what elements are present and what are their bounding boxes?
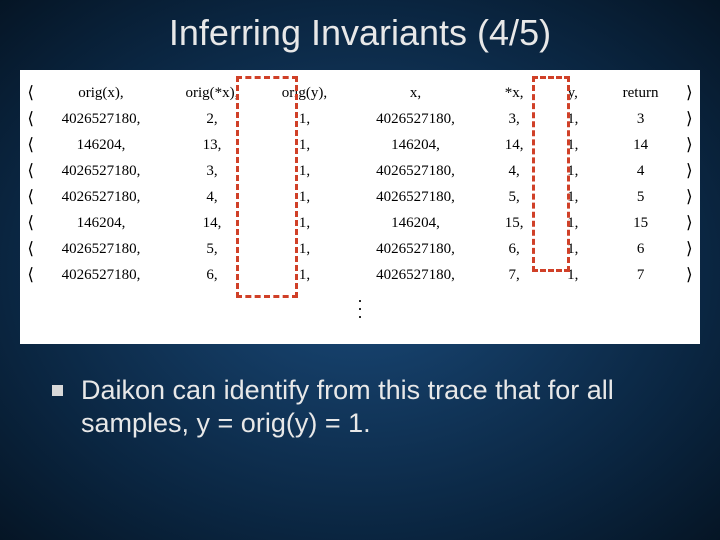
- table-header: y,: [545, 80, 601, 106]
- table-cell: 7: [600, 262, 680, 288]
- table-cell: 3: [600, 106, 680, 132]
- left-bracket: ⟨: [22, 158, 39, 184]
- table-cell: 14,: [163, 210, 262, 236]
- table-header: orig(*x),: [163, 80, 262, 106]
- slide-title: Inferring Invariants (4/5): [0, 0, 720, 54]
- left-bracket: ⟨: [22, 210, 39, 236]
- table-row: ⟨4026527180,5,1,4026527180,6,1,6⟩: [22, 236, 698, 262]
- trace-table: ⟨orig(x),orig(*x),orig(y),x,*x,y,return⟩…: [22, 80, 698, 288]
- right-bracket: ⟩: [681, 210, 698, 236]
- table-cell: 4026527180,: [39, 262, 162, 288]
- table-row: ⟨146204,13,1,146204,14,1,14⟩: [22, 132, 698, 158]
- table-cell: 1,: [261, 236, 347, 262]
- table-cell: 15: [600, 210, 680, 236]
- right-bracket: ⟩: [681, 132, 698, 158]
- table-cell: 1,: [545, 132, 601, 158]
- right-bracket: ⟩: [681, 106, 698, 132]
- table-cell: 146204,: [348, 132, 484, 158]
- table-cell: 1,: [545, 210, 601, 236]
- right-bracket: ⟩: [681, 80, 698, 106]
- table-cell: 1,: [261, 106, 347, 132]
- vertical-dots: ...: [22, 288, 698, 316]
- table-row: ⟨146204,14,1,146204,15,1,15⟩: [22, 210, 698, 236]
- table-header: *x,: [483, 80, 545, 106]
- table-cell: 146204,: [39, 210, 162, 236]
- table-cell: 5,: [483, 184, 545, 210]
- table-header: orig(y),: [261, 80, 347, 106]
- left-bracket: ⟨: [22, 80, 39, 106]
- table-cell: 14,: [483, 132, 545, 158]
- table-header: x,: [348, 80, 484, 106]
- table-cell: 3,: [483, 106, 545, 132]
- left-bracket: ⟨: [22, 236, 39, 262]
- table-row: ⟨4026527180,2,1,4026527180,3,1,3⟩: [22, 106, 698, 132]
- table-cell: 1,: [261, 210, 347, 236]
- table-cell: 4026527180,: [348, 236, 484, 262]
- table-cell: 1,: [545, 106, 601, 132]
- table-cell: 1,: [545, 262, 601, 288]
- table-cell: 146204,: [348, 210, 484, 236]
- table-cell: 4026527180,: [348, 184, 484, 210]
- table-cell: 1,: [261, 262, 347, 288]
- table-cell: 14: [600, 132, 680, 158]
- table-header: orig(x),: [39, 80, 162, 106]
- table-cell: 5: [600, 184, 680, 210]
- table-cell: 3,: [163, 158, 262, 184]
- table-row: ⟨4026527180,3,1,4026527180,4,1,4⟩: [22, 158, 698, 184]
- trace-table-container: ⟨orig(x),orig(*x),orig(y),x,*x,y,return⟩…: [20, 70, 700, 344]
- table-cell: 1,: [545, 184, 601, 210]
- table-cell: 4,: [483, 158, 545, 184]
- table-cell: 15,: [483, 210, 545, 236]
- table-cell: 4026527180,: [348, 106, 484, 132]
- table-cell: 4026527180,: [348, 158, 484, 184]
- table-cell: 4,: [163, 184, 262, 210]
- table-cell: 7,: [483, 262, 545, 288]
- table-cell: 4026527180,: [39, 158, 162, 184]
- table-row: ⟨4026527180,4,1,4026527180,5,1,5⟩: [22, 184, 698, 210]
- left-bracket: ⟨: [22, 184, 39, 210]
- table-cell: 1,: [261, 132, 347, 158]
- bullet-square-icon: [52, 385, 63, 396]
- left-bracket: ⟨: [22, 262, 39, 288]
- right-bracket: ⟩: [681, 236, 698, 262]
- table-cell: 1,: [545, 236, 601, 262]
- table-header: return: [600, 80, 680, 106]
- table-cell: 4026527180,: [39, 236, 162, 262]
- right-bracket: ⟩: [681, 184, 698, 210]
- table-cell: 4026527180,: [348, 262, 484, 288]
- bullet-text: Daikon can identify from this trace that…: [81, 374, 680, 440]
- table-cell: 1,: [261, 158, 347, 184]
- table-cell: 4026527180,: [39, 106, 162, 132]
- table-cell: 2,: [163, 106, 262, 132]
- table-cell: 146204,: [39, 132, 162, 158]
- table-cell: 6: [600, 236, 680, 262]
- table-cell: 1,: [545, 158, 601, 184]
- table-row: ⟨4026527180,6,1,4026527180,7,1,7⟩: [22, 262, 698, 288]
- right-bracket: ⟩: [681, 262, 698, 288]
- table-cell: 1,: [261, 184, 347, 210]
- table-cell: 6,: [163, 262, 262, 288]
- table-cell: 5,: [163, 236, 262, 262]
- table-cell: 13,: [163, 132, 262, 158]
- table-cell: 6,: [483, 236, 545, 262]
- table-cell: 4: [600, 158, 680, 184]
- right-bracket: ⟩: [681, 158, 698, 184]
- left-bracket: ⟨: [22, 132, 39, 158]
- bullet-item: Daikon can identify from this trace that…: [52, 374, 680, 440]
- left-bracket: ⟨: [22, 106, 39, 132]
- table-cell: 4026527180,: [39, 184, 162, 210]
